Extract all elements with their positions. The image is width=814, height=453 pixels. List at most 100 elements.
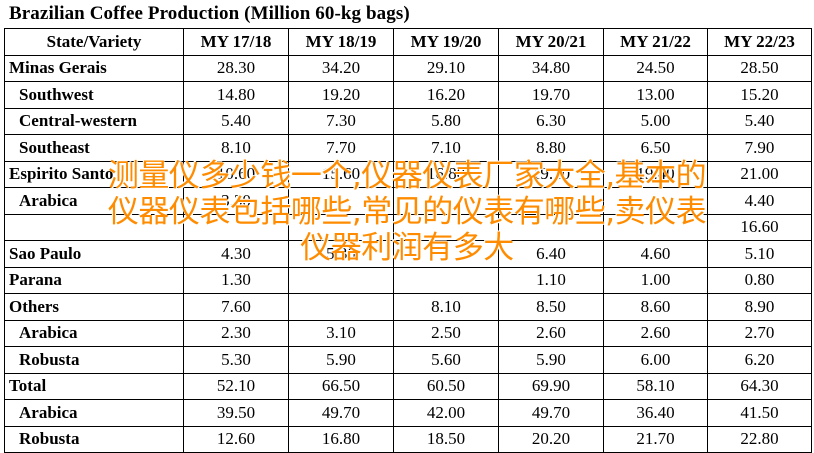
table-cell-value	[498, 187, 604, 215]
table-cell-value: 1.10	[498, 266, 604, 294]
table-cell-value: 22.80	[707, 425, 812, 453]
table-cell-value	[498, 213, 604, 241]
table-cell-value: 60.50	[393, 372, 499, 400]
table-cell-value: 5.80	[393, 107, 499, 135]
table-cell-value: 28.50	[707, 54, 812, 82]
table-cell-value	[603, 213, 708, 241]
table-cell-value: 14.80	[183, 81, 289, 109]
column-header-year: MY 17/18	[183, 28, 289, 56]
table-cell-value: 1.00	[603, 266, 708, 294]
table-cell-value: 4.40	[707, 187, 812, 215]
table-cell-value: 29.10	[393, 54, 499, 82]
column-header-year: MY 20/21	[498, 28, 604, 56]
table-row: Sao Paulo 4.30 5.30 6.40 4.60 5.10	[4, 240, 812, 268]
row-label	[4, 213, 184, 241]
table-cell-value: 1.30	[183, 266, 289, 294]
column-header-year: MY 18/19	[288, 28, 394, 56]
table-cell-value: 8.60	[603, 293, 708, 321]
table-cell-value: 15.20	[707, 81, 812, 109]
table-cell-value: 19.20	[288, 81, 394, 109]
table-cell-value	[288, 213, 394, 241]
table-cell-value	[393, 187, 499, 215]
table-row: Others 7.60 8.10 8.50 8.60 8.90	[4, 293, 812, 321]
table-cell-value: 2.60	[603, 319, 708, 347]
table-cell-value: 6.20	[707, 346, 812, 374]
table-cell-value: 19.10	[498, 160, 604, 188]
table-cell-value: 64.30	[707, 372, 812, 400]
row-label: Arabica	[4, 399, 184, 427]
table-cell-value: 19.40	[603, 160, 708, 188]
table-cell-value: 18.50	[393, 425, 499, 453]
table-cell-value: 69.90	[498, 372, 604, 400]
table-cell-value: 7.90	[707, 134, 812, 162]
table-cell-value: 58.10	[603, 372, 708, 400]
row-label: Robusta	[4, 346, 184, 374]
table-cell-value: 34.20	[288, 54, 394, 82]
table-cell-value: 5.60	[393, 346, 499, 374]
table-cell-value: 5.90	[498, 346, 604, 374]
table-cell-value: 49.70	[498, 399, 604, 427]
table-row: Arabica 2.30 3.10 2.50 2.60 2.60 2.70	[4, 319, 812, 347]
table-cell-value: 5.30	[288, 240, 394, 268]
row-label: Robusta	[4, 425, 184, 453]
table-row: Southwest 14.80 19.20 16.20 19.70 13.00 15.20	[4, 81, 812, 109]
table-cell-value: 7.30	[288, 107, 394, 135]
table-cell-value: 13.00	[603, 81, 708, 109]
table-cell-value: 34.80	[498, 54, 604, 82]
table-cell-value: 6.50	[603, 134, 708, 162]
table-cell-value: 24.50	[603, 54, 708, 82]
table-cell-value	[288, 293, 394, 321]
table-cell-value: 15.60	[288, 160, 394, 188]
table-row: Robusta 5.30 5.90 5.60 5.90 6.00 6.20	[4, 346, 812, 374]
table-cell-value: 0.80	[707, 266, 812, 294]
table-cell-value: 2.30	[183, 319, 289, 347]
table-cell-value: 41.50	[707, 399, 812, 427]
table-row: Robusta 12.60 16.80 18.50 20.20 21.70 22.80	[4, 425, 812, 453]
row-label: Southwest	[4, 81, 184, 109]
table-cell-value: 16.60	[707, 213, 812, 241]
table-cell-value: 8.80	[498, 134, 604, 162]
table-cell-value: 28.30	[183, 54, 289, 82]
table-cell-value: 52.10	[183, 372, 289, 400]
table-cell-value: 5.10	[707, 240, 812, 268]
table-cell-value: 12.60	[183, 425, 289, 453]
table-row: Minas Gerais 28.30 34.20 29.10 34.80 24.50 28.…	[4, 54, 812, 82]
table-cell-value: 7.60	[183, 293, 289, 321]
table-header-row: State/Variety MY 17/18 MY 18/19 MY 19/20 MY …	[4, 28, 812, 56]
table-cell-value: 19.70	[498, 81, 604, 109]
table-cell-value: 21.00	[707, 160, 812, 188]
table-cell-value: 10.60	[183, 160, 289, 188]
coffee-production-table: State/Variety MY 17/18 MY 18/19 MY 19/20 MY …	[4, 28, 812, 453]
table-cell-value: 5.40	[707, 107, 812, 135]
table-cell-value	[393, 213, 499, 241]
table-cell-value: 4.60	[603, 240, 708, 268]
table-row: Espirito Santo 10.60 15.60 16.80 19.10 19.40 2…	[4, 160, 812, 188]
table-row: 16.60	[4, 213, 812, 241]
column-header-year: MY 19/20	[393, 28, 499, 56]
table-row: Parana 1.30 1.10 1.00 0.80	[4, 266, 812, 294]
table-cell-value: 5.90	[288, 346, 394, 374]
table-cell-value: 8.50	[498, 293, 604, 321]
row-label: Others	[4, 293, 184, 321]
table-row: Southeast 8.10 7.70 7.10 8.80 6.50 7.90	[4, 134, 812, 162]
row-label: Arabica	[4, 319, 184, 347]
table-cell-value: 16.20	[393, 81, 499, 109]
table-cell-value	[288, 187, 394, 215]
row-label: Total	[4, 372, 184, 400]
table-cell-value: 4.30	[183, 240, 289, 268]
table-cell-value: 36.40	[603, 399, 708, 427]
table-cell-value	[288, 266, 394, 294]
table-cell-value: 7.70	[288, 134, 394, 162]
table-cell-value: 5.40	[183, 107, 289, 135]
row-label: Arabica	[4, 187, 184, 215]
table-cell-value: 6.40	[498, 240, 604, 268]
column-header-state: State/Variety	[4, 28, 184, 56]
table-cell-value: 2.60	[498, 319, 604, 347]
table-cell-value: 5.00	[603, 107, 708, 135]
table-cell-value: 66.50	[288, 372, 394, 400]
table-cell-value: 3.30	[183, 187, 289, 215]
table-cell-value: 8.10	[393, 293, 499, 321]
table-cell-value	[603, 187, 708, 215]
table-cell-value	[393, 266, 499, 294]
table-cell-value: 8.90	[707, 293, 812, 321]
